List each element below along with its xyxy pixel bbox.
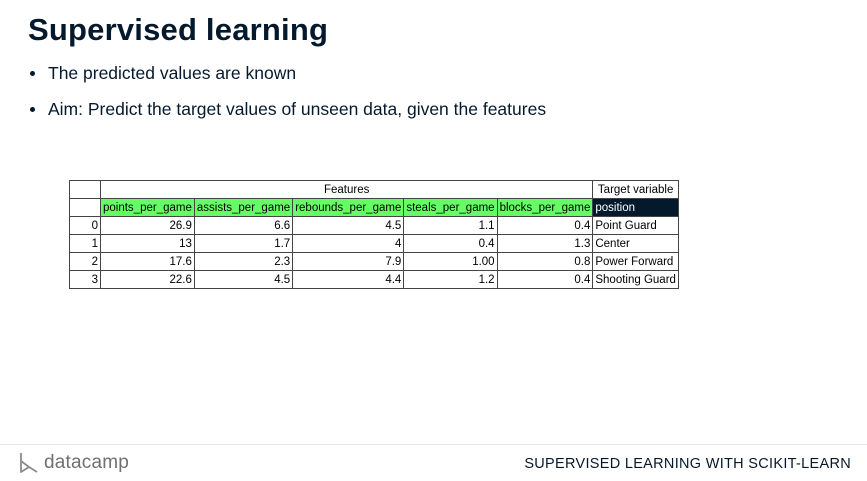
target-variable-header: Target variable bbox=[592, 180, 679, 199]
column-header-rebounds-per-game: rebounds_per_game bbox=[292, 198, 405, 217]
row-index: 2 bbox=[69, 252, 101, 271]
table-column-header-row: points_per_game assists_per_game rebound… bbox=[69, 198, 679, 217]
datacamp-logo: datacamp bbox=[18, 451, 129, 475]
table-cell: 6.6 bbox=[193, 216, 294, 235]
table-cell: 1.7 bbox=[193, 234, 294, 253]
table-cell: 22.6 bbox=[100, 270, 195, 289]
table-cell: 0.4 bbox=[403, 234, 498, 253]
slide-title: Supervised learning bbox=[28, 12, 329, 47]
table-corner-cell bbox=[69, 180, 101, 199]
table-cell: 13 bbox=[100, 234, 195, 253]
bullet-dot-icon bbox=[30, 71, 35, 76]
bullet-item: Aim: Predict the target values of unseen… bbox=[30, 98, 546, 120]
column-header-blocks-per-game: blocks_per_game bbox=[496, 198, 594, 217]
table-cell: 1.2 bbox=[403, 270, 498, 289]
table-cell: Power Forward bbox=[592, 252, 679, 271]
table-row: 3 22.6 4.5 4.4 1.2 0.4 Shooting Guard bbox=[69, 270, 679, 289]
bullet-text: Aim: Predict the target values of unseen… bbox=[48, 99, 547, 119]
table-cell: 4.5 bbox=[292, 216, 405, 235]
column-header-steals-per-game: steals_per_game bbox=[403, 198, 498, 217]
row-index: 0 bbox=[69, 216, 101, 235]
footer-divider bbox=[0, 444, 867, 445]
table-cell: 4.4 bbox=[292, 270, 405, 289]
logo-text: datacamp bbox=[44, 452, 130, 473]
bullet-text: The predicted values are known bbox=[48, 63, 297, 83]
table-row: 2 17.6 2.3 7.9 1.00 0.8 Power Forward bbox=[69, 252, 679, 271]
table-cell: 1.00 bbox=[403, 252, 498, 271]
data-table: Features Target variable points_per_game… bbox=[69, 180, 679, 289]
column-header-points-per-game: points_per_game bbox=[100, 198, 195, 217]
table-cell: 4.5 bbox=[193, 270, 294, 289]
table-cell: 4 bbox=[292, 234, 405, 253]
bullet-list: The predicted values are known Aim: Pred… bbox=[30, 62, 546, 120]
table-cell: 7.9 bbox=[292, 252, 405, 271]
table-cell: 0.4 bbox=[496, 216, 594, 235]
column-header-assists-per-game: assists_per_game bbox=[193, 198, 294, 217]
row-index: 1 bbox=[69, 234, 101, 253]
table-cell: 1.3 bbox=[496, 234, 594, 253]
features-header: Features bbox=[99, 180, 594, 199]
table-row: 1 13 1.7 4 0.4 1.3 Center bbox=[69, 234, 679, 253]
table-cell: 26.9 bbox=[100, 216, 195, 235]
table-cell: Shooting Guard bbox=[592, 270, 679, 289]
course-title: SUPERVISED LEARNING WITH SCIKIT-LEARN bbox=[524, 456, 851, 472]
column-header-position: position bbox=[592, 198, 679, 217]
table-cell: Center bbox=[592, 234, 679, 253]
datacamp-logo-icon bbox=[20, 453, 38, 473]
bullet-item: The predicted values are known bbox=[30, 62, 546, 84]
table-index-header bbox=[69, 198, 101, 217]
table-group-header-row: Features Target variable bbox=[69, 180, 679, 199]
row-index: 3 bbox=[69, 270, 101, 289]
table-row: 0 26.9 6.6 4.5 1.1 0.4 Point Guard bbox=[69, 216, 679, 235]
table-cell: 0.4 bbox=[496, 270, 594, 289]
bullet-dot-icon bbox=[30, 107, 35, 112]
table-cell: 2.3 bbox=[193, 252, 294, 271]
table-cell: Point Guard bbox=[592, 216, 679, 235]
table-cell: 0.8 bbox=[496, 252, 594, 271]
table-cell: 1.1 bbox=[403, 216, 498, 235]
table-cell: 17.6 bbox=[100, 252, 195, 271]
